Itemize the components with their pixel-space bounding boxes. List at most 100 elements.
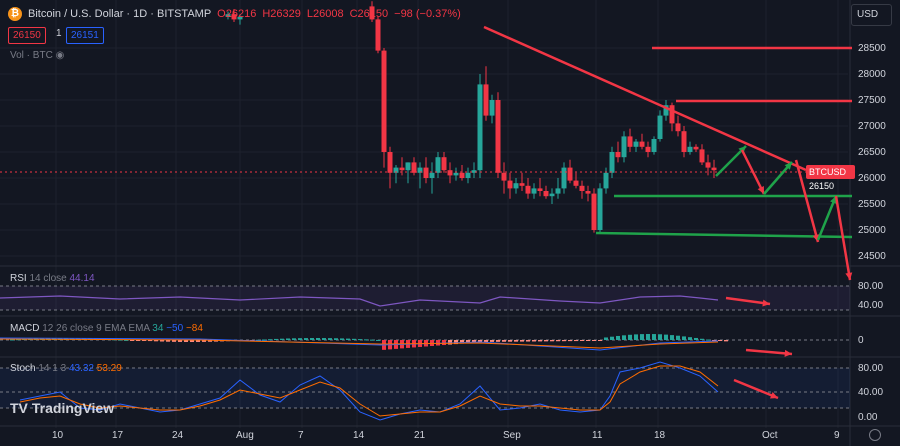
macd-histogram-bar — [646, 334, 650, 340]
macd-histogram-bar — [628, 334, 632, 340]
down-arrow — [794, 159, 820, 243]
candle-body — [657, 115, 663, 139]
macd-histogram-bar — [670, 335, 674, 340]
macd-line — [0, 337, 719, 351]
downtrend-line — [483, 25, 807, 172]
stoch-d-line — [19, 365, 719, 417]
macd-histogram-bar — [166, 340, 170, 342]
macd-histogram-bar — [508, 340, 512, 342]
close-value: C26150 — [349, 8, 389, 20]
buy-button[interactable]: 26151 — [66, 27, 104, 44]
up-arrow-head — [784, 162, 792, 170]
stoch-legend[interactable]: Stoch 14 1 3 43.32 53.29 — [10, 363, 122, 374]
down-arrow — [740, 149, 766, 195]
macd-histogram-bar — [148, 340, 152, 342]
stoch-arrow-head — [770, 392, 778, 399]
macd-histogram-bar — [274, 338, 278, 340]
settings-icon[interactable] — [869, 429, 881, 441]
candle-body — [555, 188, 561, 194]
open-value: O26216 — [217, 8, 257, 20]
low-value: L26008 — [306, 8, 344, 20]
macd-histogram-bar — [16, 339, 20, 341]
symbol-header[interactable]: ₿ Bitcoin / U.S. Dollar · 1D · BITSTAMP … — [8, 4, 461, 24]
macd-histogram-bar — [514, 340, 518, 342]
macd-legend[interactable]: MACD 12 26 close 9 EMA EMA 34 −50 −84 — [10, 323, 203, 334]
time-axis-label: 17 — [112, 430, 124, 441]
macd-histogram-bar — [310, 338, 314, 340]
macd-histogram-bar — [466, 340, 470, 344]
stoch-band — [0, 368, 850, 408]
macd-signal-value: −84 — [185, 323, 203, 334]
macd-histogram-bar — [334, 338, 338, 340]
macd-name: MACD — [10, 323, 40, 334]
macd-histogram-bar — [616, 335, 620, 340]
macd-histogram-bar — [484, 340, 488, 342]
candle-body — [645, 146, 651, 152]
macd-histogram-bar — [658, 334, 662, 340]
price-axis-label: 25000 — [858, 225, 886, 236]
macd-histogram-bar — [196, 340, 200, 342]
candle-body — [231, 14, 237, 20]
candle-body — [603, 172, 609, 189]
candle-body — [369, 6, 375, 20]
volume-label: Vol · BTC — [10, 50, 53, 61]
down-arrow-head — [845, 272, 853, 280]
candle-body — [375, 19, 381, 51]
down-arrow-head — [812, 234, 820, 242]
volume-legend[interactable]: Vol · BTC ◉ — [10, 50, 64, 61]
candle-body — [663, 105, 669, 116]
tradingview-logo[interactable]: TV TradingView — [10, 400, 114, 416]
bitcoin-icon: ₿ — [8, 7, 22, 21]
macd-level-label: 0 — [858, 335, 864, 346]
macd-histogram-bar — [478, 340, 482, 343]
macd-histogram-bar — [682, 336, 686, 340]
macd-histogram-bar — [262, 339, 266, 341]
price-axis-label: 27500 — [858, 95, 886, 106]
candle-body — [399, 167, 405, 171]
macd-histogram-bar — [256, 339, 260, 341]
macd-histogram-bar — [652, 334, 656, 340]
macd-histogram-bar — [490, 340, 494, 342]
time-axis-label: 14 — [353, 430, 365, 441]
stoch-d-value: 53.29 — [96, 363, 122, 374]
candle-body — [591, 193, 597, 230]
macd-histogram-bar — [598, 340, 602, 341]
macd-histogram-bar — [526, 340, 530, 342]
macd-histogram-bar — [316, 338, 320, 340]
eye-icon[interactable]: ◉ — [55, 50, 65, 61]
macd-histogram-bar — [328, 338, 332, 340]
macd-arrow — [745, 348, 793, 356]
macd-histogram-bar — [694, 337, 698, 340]
macd-histogram-bar — [442, 340, 446, 346]
macd-histogram-bar — [304, 338, 308, 340]
macd-histogram-bar — [286, 338, 290, 340]
down-arrow — [834, 195, 852, 281]
candle-body — [633, 141, 639, 147]
macd-signal-line — [0, 338, 719, 349]
symbol-title[interactable]: Bitcoin / U.S. Dollar · 1D · BITSTAMP — [28, 8, 212, 20]
stoch-arrow — [733, 378, 779, 400]
time-axis-label: Aug — [236, 430, 254, 441]
candle-body — [681, 131, 687, 152]
candle-body — [417, 167, 423, 173]
sell-button[interactable]: 26150 — [8, 27, 46, 44]
candle-body — [609, 152, 615, 173]
up-arrow-head — [738, 146, 746, 154]
candle-body — [435, 157, 441, 173]
macd-histogram-bar — [358, 339, 362, 341]
candle-body — [567, 167, 573, 181]
last-price-tag: BTCUSD 26150 — [806, 165, 855, 191]
time-axis-label: 9 — [834, 430, 840, 441]
candle-body — [225, 14, 231, 17]
price-axis-label: 25500 — [858, 199, 886, 210]
rsi-legend[interactable]: RSI 14 close 44.14 — [10, 273, 95, 284]
currency-selector[interactable]: USD — [851, 4, 892, 26]
macd-histogram-bar — [268, 339, 272, 341]
candle-body — [585, 191, 591, 194]
macd-histogram-bar — [142, 340, 146, 341]
macd-line-value: −50 — [166, 323, 184, 334]
down-arrow-head — [757, 186, 764, 194]
candle-body — [459, 172, 465, 178]
